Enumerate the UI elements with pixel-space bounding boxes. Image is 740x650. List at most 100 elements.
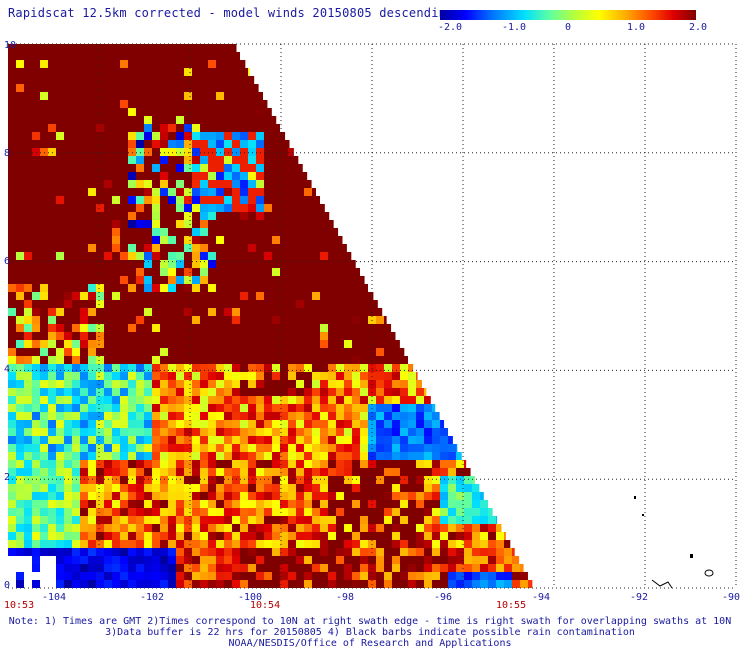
swath-cell: [120, 404, 128, 412]
swath-cell: [112, 524, 120, 532]
swath-cell: [256, 180, 264, 188]
swath-cell: [104, 156, 112, 164]
swath-cell: [288, 572, 296, 580]
swath-cell: [48, 372, 56, 380]
swath-cell: [136, 444, 144, 452]
swath-cell: [288, 532, 296, 540]
swath-cell: [40, 396, 48, 404]
swath-cell: [264, 140, 272, 148]
swath-cell: [320, 276, 328, 284]
swath-cell: [72, 356, 80, 364]
swath-cell: [432, 468, 440, 476]
swath-cell: [328, 300, 336, 308]
swath-cell: [288, 484, 296, 492]
swath-cell: [64, 580, 72, 588]
swath-cell: [16, 516, 24, 524]
swath-cell: [8, 484, 16, 492]
swath-cell: [232, 140, 240, 148]
swath-cell: [336, 540, 344, 548]
swath-cell: [104, 116, 112, 124]
swath-cell: [328, 396, 336, 404]
swath-cell: [104, 556, 112, 564]
swath-cell: [144, 244, 152, 252]
swath-cell: [8, 324, 16, 332]
swath-cell: [160, 204, 168, 212]
swath-cell: [480, 524, 488, 532]
swath-cell: [40, 500, 48, 508]
swath-cell: [56, 44, 64, 52]
swath-cell: [160, 580, 168, 588]
swath-cell: [112, 204, 120, 212]
swath-cell: [208, 532, 216, 540]
swath-cell: [32, 452, 40, 460]
swath-cell: [32, 436, 40, 444]
swath-cell: [240, 268, 248, 276]
swath-cell: [400, 444, 408, 452]
swath-cell: [104, 436, 112, 444]
swath-cell: [288, 260, 296, 268]
swath-cell: [328, 268, 336, 276]
swath-cell: [440, 420, 445, 428]
swath-cell: [472, 484, 480, 492]
swath-cell: [240, 348, 248, 356]
swath-cell: [216, 324, 224, 332]
swath-cell: [80, 268, 88, 276]
swath-cell: [232, 436, 240, 444]
swath-cell: [152, 436, 160, 444]
swath-cell: [80, 524, 88, 532]
swath-cell: [128, 396, 136, 404]
swath-cell: [72, 252, 80, 260]
swath-cell: [168, 500, 176, 508]
swath-cell: [248, 404, 256, 412]
swath-cell: [240, 172, 248, 180]
swath-cell: [56, 204, 64, 212]
swath-cell: [192, 284, 200, 292]
swath-cell: [376, 564, 384, 572]
swath-cell: [288, 540, 296, 548]
swath-cell: [168, 436, 176, 444]
swath-cell: [296, 260, 304, 268]
swath-cell: [208, 460, 216, 468]
swath-cell: [48, 76, 56, 84]
swath-cell: [280, 220, 288, 228]
swath-cell: [288, 164, 296, 172]
swath-cell: [136, 268, 144, 276]
swath-cell: [328, 492, 336, 500]
swath-cell: [216, 100, 224, 108]
swath-cell: [72, 124, 80, 132]
swath-cell: [56, 500, 64, 508]
swath-cell: [352, 316, 360, 324]
swath-cell: [64, 188, 72, 196]
swath-cell: [200, 108, 208, 116]
swath-cell: [320, 300, 328, 308]
swath-cell: [248, 308, 256, 316]
swath-cell: [272, 404, 280, 412]
swath-cell: [256, 132, 264, 140]
swath-cell: [192, 76, 200, 84]
swath-cell: [312, 244, 320, 252]
swath-cell: [440, 540, 448, 548]
swath-cell: [72, 76, 80, 84]
swath-cell: [256, 484, 264, 492]
swath-cell: [280, 156, 288, 164]
swath-cell: [240, 332, 248, 340]
swath-cell: [88, 516, 96, 524]
swath-cell: [264, 172, 272, 180]
swath-cell: [152, 188, 160, 196]
swath-cell: [320, 548, 328, 556]
swath-cell: [344, 492, 352, 500]
swath-cell: [64, 524, 72, 532]
swath-cell: [64, 380, 72, 388]
swath-cell: [176, 444, 184, 452]
swath-cell: [472, 516, 480, 524]
swath-cell: [136, 148, 144, 156]
swath-cell: [272, 420, 280, 428]
swath-cell: [200, 524, 208, 532]
swath-cell: [168, 156, 176, 164]
swath-cell: [56, 84, 64, 92]
swath-cell: [40, 460, 48, 468]
swath-cell: [104, 76, 112, 84]
swath-cell: [272, 268, 280, 276]
swath-cell: [320, 364, 328, 372]
swath-cell: [160, 500, 168, 508]
